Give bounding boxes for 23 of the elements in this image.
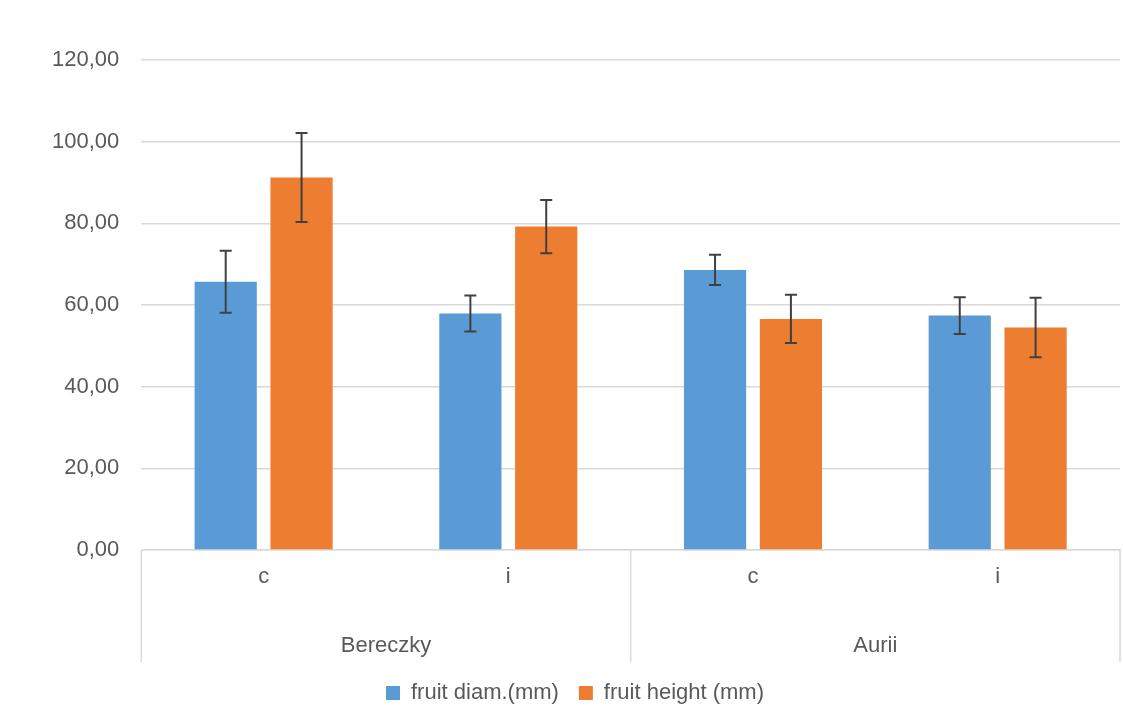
y-tick-label: 0,00	[76, 536, 120, 562]
bar	[515, 226, 578, 550]
y-tick-label: 60,00	[64, 291, 120, 317]
x-tick-label: i	[505, 563, 511, 589]
y-tick-label: 80,00	[64, 209, 120, 235]
y-tick-label: 20,00	[64, 454, 120, 480]
x-tick-label: i	[995, 563, 1001, 589]
x-tick-label: c	[747, 563, 759, 589]
bar	[1004, 327, 1067, 550]
x-tick-label: c	[258, 563, 270, 589]
y-tick-label: 120,00	[51, 46, 120, 72]
bar	[194, 281, 257, 550]
legend-label: fruit diam.(mm)	[410, 679, 559, 705]
bar	[270, 177, 333, 550]
y-tick-label: 100,00	[51, 127, 120, 153]
bar	[928, 315, 991, 550]
y-tick-label: 40,00	[64, 372, 120, 398]
bar	[683, 269, 747, 550]
bar	[759, 318, 823, 550]
text: Aurii	[853, 632, 898, 658]
text: Bereczky	[340, 632, 432, 658]
legend-label: fruit height (mm)	[603, 679, 765, 705]
bar	[439, 313, 502, 550]
